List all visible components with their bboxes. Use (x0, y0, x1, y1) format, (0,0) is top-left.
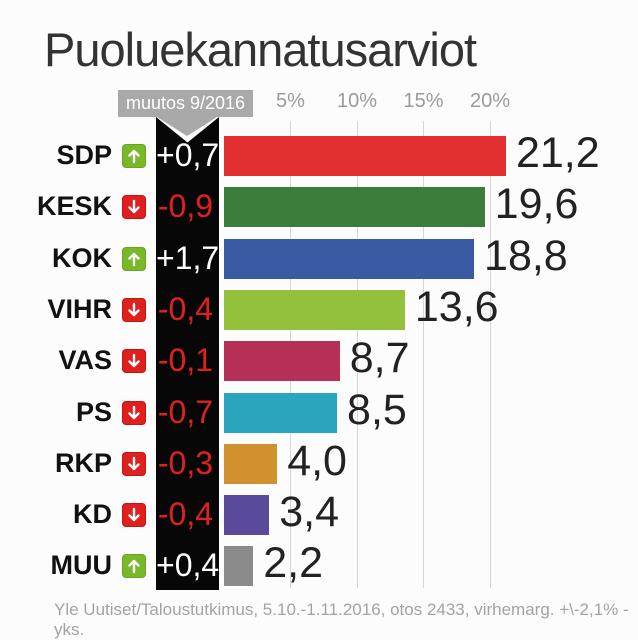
bar-kd (224, 495, 270, 536)
change-value-ps: -0,7 (157, 393, 213, 430)
arrow-up-icon (122, 554, 146, 579)
bar-value-sdp: 21,2 (515, 129, 600, 177)
source-footnote: Yle Uutiset/Taloustutkimus, 5.10.-1.11.2… (54, 600, 629, 639)
arrow-down-icon (122, 195, 146, 220)
bar-kesk (224, 187, 485, 228)
change-value-kok: +1,7 (156, 239, 220, 276)
bar-value-vas: 8,7 (349, 334, 410, 383)
bar-value-rkp: 4,0 (287, 436, 347, 485)
party-label-kesk: KESK (36, 191, 112, 222)
bar-vas (224, 341, 340, 382)
party-label-sdp: SDP (56, 140, 112, 170)
gridline-10pct (356, 121, 358, 588)
bar-ps (224, 392, 338, 433)
change-column-background (156, 117, 219, 590)
change-value-sdp: +0,7 (156, 137, 220, 173)
party-label-kd: KD (73, 499, 112, 530)
change-value-muu: +0,4 (156, 547, 220, 584)
bar-value-muu: 2,2 (263, 539, 324, 588)
arrow-down-icon (122, 400, 146, 425)
gridline-15pct (423, 121, 424, 588)
bar-value-vihr: 13,6 (414, 282, 499, 331)
gridline-20pct (489, 121, 491, 588)
axis-tick-label: 10% (336, 90, 378, 112)
change-value-vihr: -0,4 (157, 290, 213, 327)
axis-tick-label: 5% (276, 90, 305, 112)
page-title: Puoluekannatusarviot (44, 23, 477, 76)
arrow-up-icon (122, 246, 146, 271)
arrow-up-icon (122, 144, 146, 168)
change-value-kesk: -0,9 (157, 188, 213, 225)
arrow-down-icon (122, 297, 146, 322)
party-label-kok: KOK (52, 242, 112, 273)
change-column-header: muutos 9/2016 (118, 90, 253, 117)
arrow-down-icon (122, 349, 146, 374)
arrow-down-icon (122, 503, 146, 528)
bar-value-kok: 18,8 (484, 231, 568, 280)
party-label-rkp: RKP (54, 447, 112, 478)
change-value-rkp: -0,3 (157, 444, 213, 481)
party-label-ps: PS (75, 396, 112, 427)
party-label-vihr: VIHR (47, 293, 112, 324)
bar-kok (224, 238, 475, 279)
party-label-muu: MUU (50, 550, 113, 581)
bar-value-ps: 8,5 (347, 385, 407, 434)
axis-tick-label: 20% (469, 90, 511, 112)
chevron-down-icon (157, 117, 217, 136)
bar-muu (224, 546, 254, 587)
arrow-down-icon (122, 451, 146, 476)
bar-sdp (224, 136, 506, 176)
bar-value-kd: 3,4 (279, 488, 339, 537)
party-label-vas: VAS (58, 345, 112, 376)
change-column-header-label: muutos 9/2016 (125, 93, 246, 113)
change-value-vas: -0,1 (157, 342, 213, 379)
axis-tick-label: 15% (403, 90, 444, 112)
bar-value-kesk: 19,6 (494, 180, 579, 229)
bar-rkp (224, 443, 278, 484)
bar-vihr (224, 289, 405, 330)
change-value-kd: -0,4 (157, 496, 213, 533)
